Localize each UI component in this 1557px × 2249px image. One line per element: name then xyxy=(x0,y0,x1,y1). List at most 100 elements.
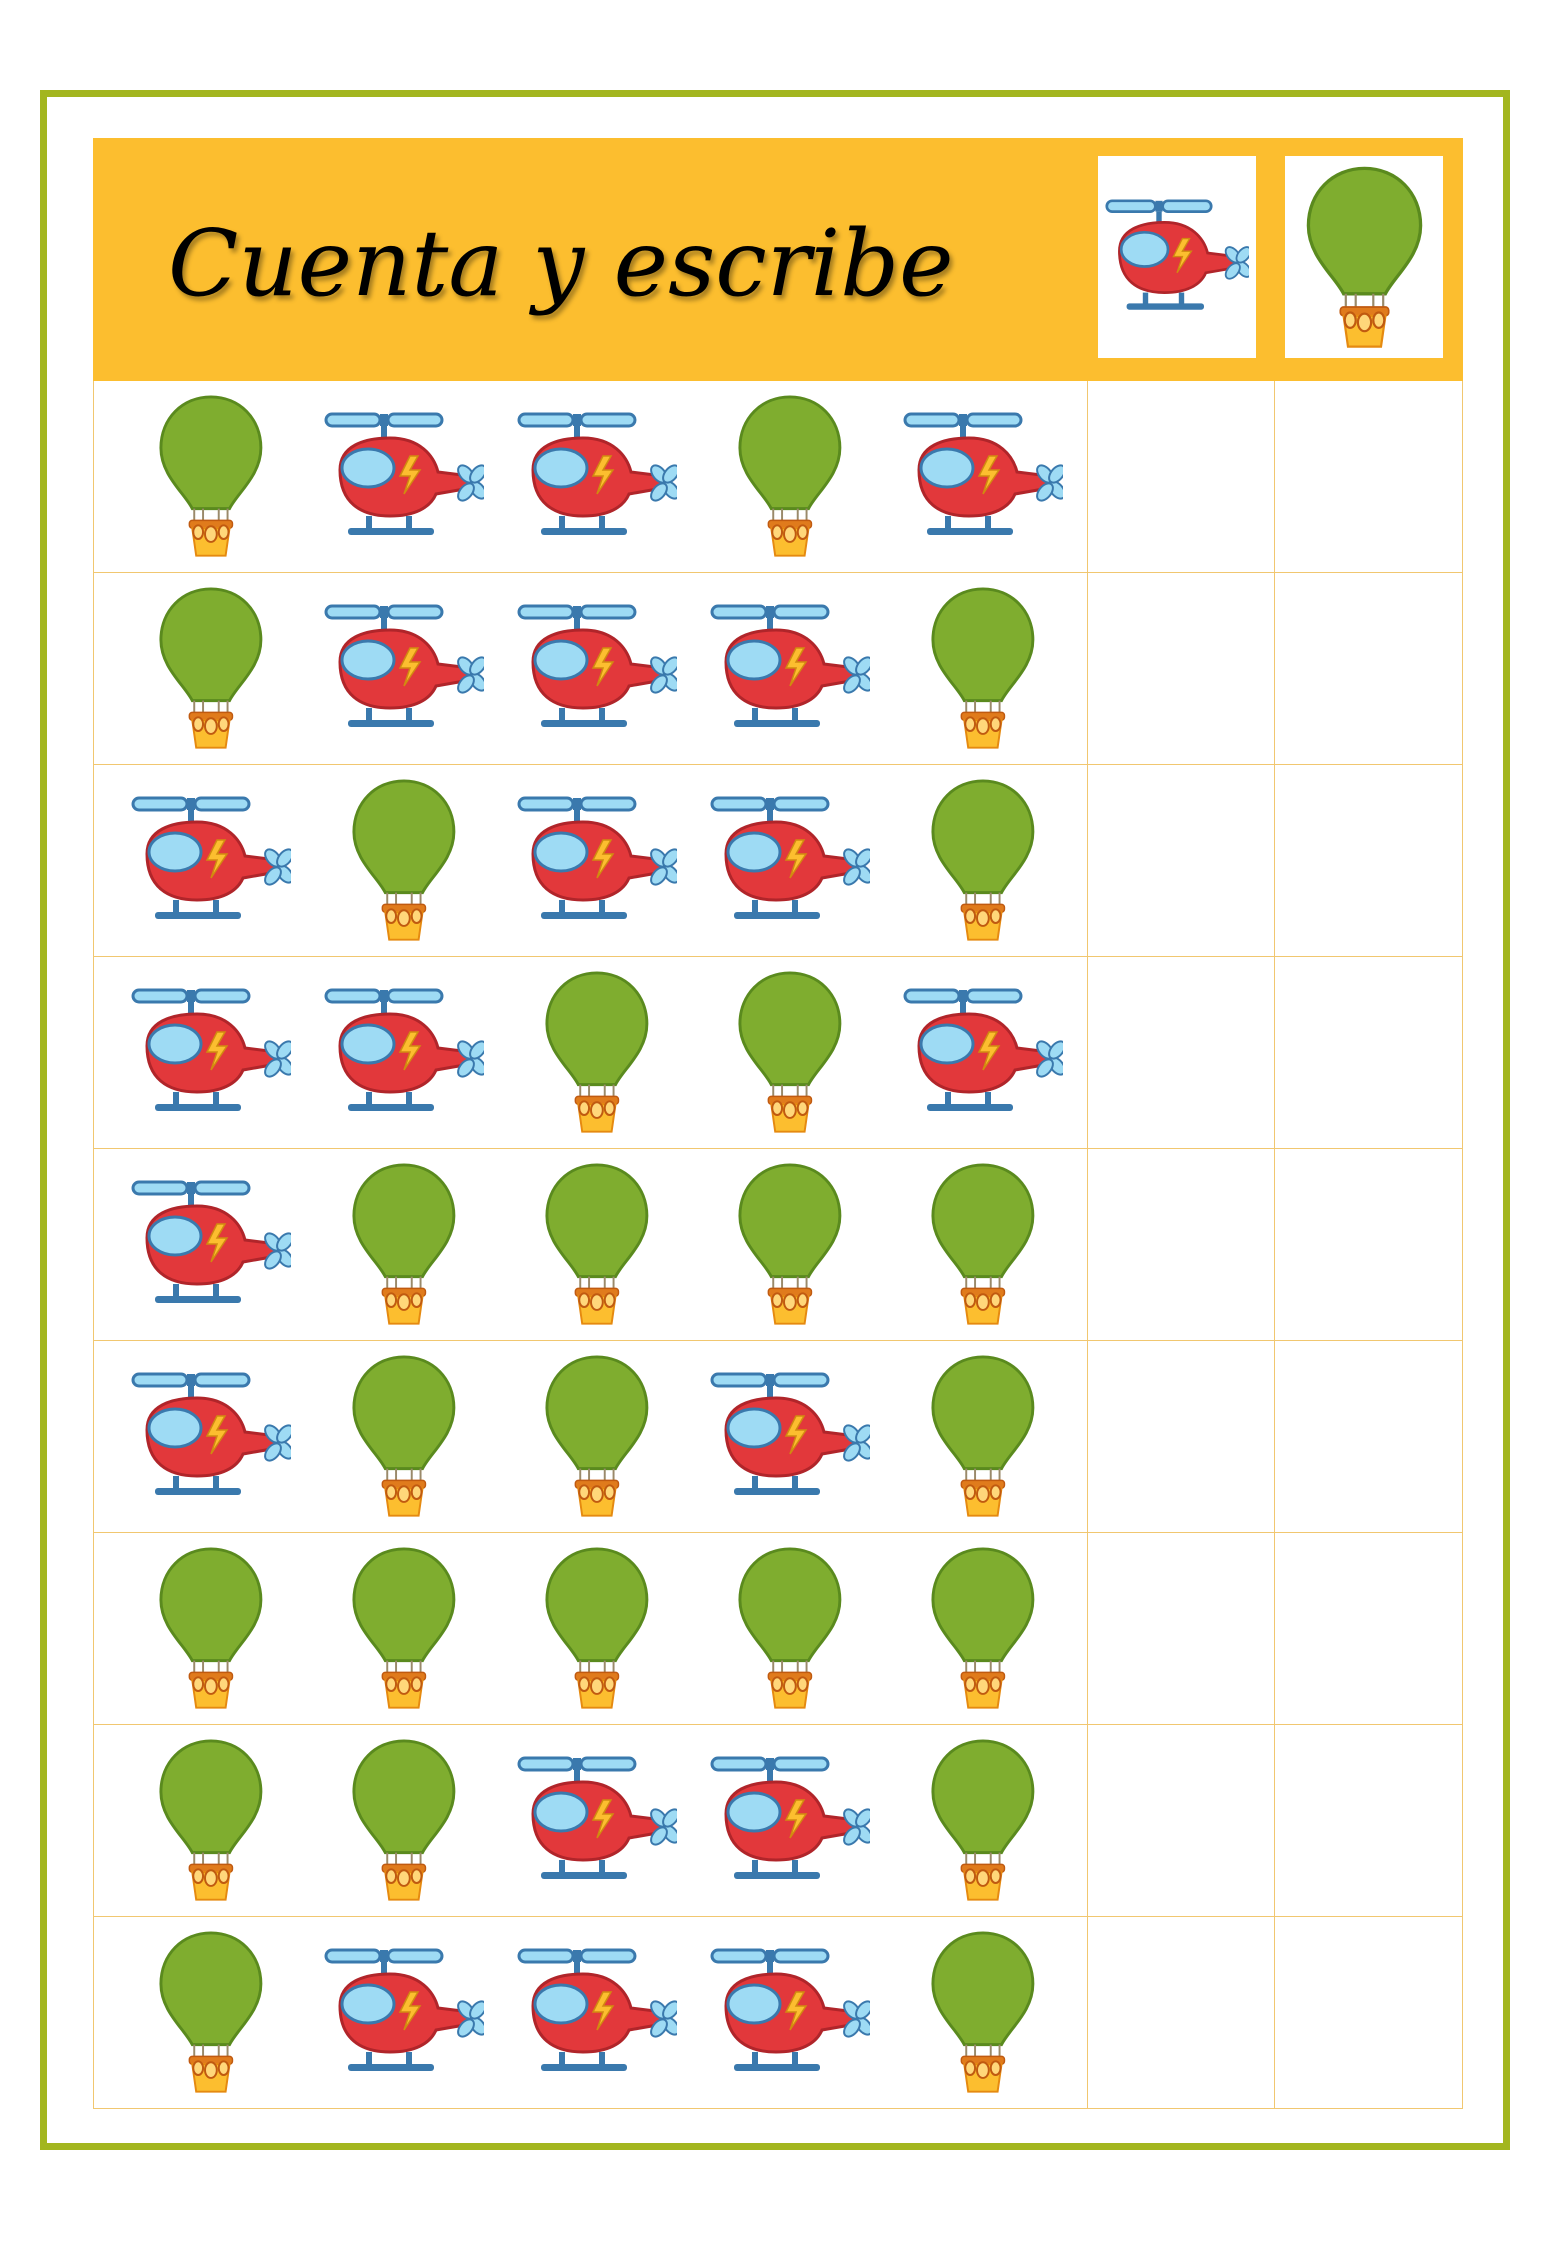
helicopter-cell xyxy=(115,765,307,955)
hot-air-balloon-icon xyxy=(738,971,842,1133)
hot-air-balloon-icon xyxy=(738,1163,842,1325)
answer-box-balloon[interactable] xyxy=(1274,1725,1461,1916)
balloon-cell xyxy=(887,765,1079,955)
helicopter-icon xyxy=(517,604,677,727)
hot-air-balloon-icon xyxy=(352,1355,456,1517)
helicopter-icon xyxy=(1105,199,1249,311)
balloon-cell xyxy=(115,1725,307,1915)
answer-box-balloon[interactable] xyxy=(1274,573,1461,764)
helicopter-icon xyxy=(324,412,484,535)
answer-box-balloon[interactable] xyxy=(1274,1917,1461,2109)
answer-box-helicopter[interactable] xyxy=(1087,573,1274,764)
hot-air-balloon-icon xyxy=(159,587,263,749)
helicopter-icon xyxy=(131,796,291,919)
balloon-cell xyxy=(887,1341,1079,1531)
answer-box-helicopter[interactable] xyxy=(1087,1149,1274,1340)
hot-air-balloon-icon xyxy=(931,1547,1035,1709)
helicopter-cell xyxy=(115,957,307,1147)
helicopter-cell xyxy=(308,381,500,571)
balloon-cell xyxy=(115,381,307,571)
answer-box-balloon[interactable] xyxy=(1274,957,1461,1148)
hot-air-balloon-icon xyxy=(545,1163,649,1325)
helicopter-icon xyxy=(517,1756,677,1879)
balloon-cell xyxy=(308,1533,500,1723)
balloon-cell xyxy=(501,957,693,1147)
answer-box-balloon[interactable] xyxy=(1274,765,1461,956)
helicopter-icon xyxy=(517,1948,677,2071)
answer-box-helicopter[interactable] xyxy=(1087,1533,1274,1724)
hot-air-balloon-icon xyxy=(159,1931,263,2093)
answer-box-helicopter[interactable] xyxy=(1087,1341,1274,1532)
helicopter-icon xyxy=(131,1180,291,1303)
helicopter-icon xyxy=(710,796,870,919)
balloon-cell xyxy=(887,1149,1079,1339)
hot-air-balloon-icon xyxy=(1306,166,1422,348)
helicopter-icon xyxy=(710,1948,870,2071)
hot-air-balloon-icon xyxy=(931,587,1035,749)
balloon-cell xyxy=(694,1533,886,1723)
hot-air-balloon-icon xyxy=(159,395,263,557)
answer-box-balloon[interactable] xyxy=(1274,1341,1461,1532)
hot-air-balloon-icon xyxy=(931,779,1035,941)
grid-row xyxy=(94,1917,1462,2109)
answer-box-helicopter[interactable] xyxy=(1087,765,1274,956)
answer-box-helicopter[interactable] xyxy=(1087,957,1274,1148)
helicopter-cell xyxy=(694,1917,886,2107)
balloon-cell xyxy=(115,1917,307,2107)
balloon-cell xyxy=(694,381,886,571)
helicopter-icon xyxy=(517,796,677,919)
hot-air-balloon-icon xyxy=(931,1931,1035,2093)
hot-air-balloon-icon xyxy=(352,1739,456,1901)
helicopter-cell xyxy=(501,1725,693,1915)
balloon-cell xyxy=(308,765,500,955)
balloon-cell xyxy=(115,573,307,763)
helicopter-icon xyxy=(131,1372,291,1495)
grid-row xyxy=(94,381,1462,573)
hot-air-balloon-icon xyxy=(931,1739,1035,1901)
grid-row xyxy=(94,957,1462,1149)
answer-box-helicopter[interactable] xyxy=(1087,1725,1274,1916)
counting-grid xyxy=(93,381,1463,2109)
grid-row xyxy=(94,1725,1462,1917)
helicopter-icon xyxy=(324,988,484,1111)
balloon-cell xyxy=(887,573,1079,763)
hot-air-balloon-icon xyxy=(738,395,842,557)
balloon-cell xyxy=(308,1341,500,1531)
helicopter-cell xyxy=(501,381,693,571)
helicopter-icon xyxy=(903,988,1063,1111)
hot-air-balloon-icon xyxy=(159,1739,263,1901)
header-banner: Cuenta y escribe xyxy=(93,138,1463,381)
answer-box-helicopter[interactable] xyxy=(1087,1917,1274,2109)
balloon-cell xyxy=(694,957,886,1147)
balloon-cell xyxy=(887,1533,1079,1723)
legend-helicopter xyxy=(1098,156,1256,358)
helicopter-cell xyxy=(501,573,693,763)
helicopter-icon xyxy=(710,604,870,727)
balloon-cell xyxy=(115,1533,307,1723)
grid-row xyxy=(94,1533,1462,1725)
helicopter-cell xyxy=(501,1917,693,2107)
helicopter-cell xyxy=(308,957,500,1147)
answer-box-helicopter[interactable] xyxy=(1087,381,1274,572)
helicopter-cell xyxy=(694,1341,886,1531)
answer-box-balloon[interactable] xyxy=(1274,1149,1461,1340)
answer-box-balloon[interactable] xyxy=(1274,1533,1461,1724)
helicopter-icon xyxy=(710,1756,870,1879)
balloon-cell xyxy=(501,1341,693,1531)
balloon-cell xyxy=(308,1149,500,1339)
balloon-cell xyxy=(308,1725,500,1915)
hot-air-balloon-icon xyxy=(352,1547,456,1709)
helicopter-icon xyxy=(131,988,291,1111)
helicopter-icon xyxy=(710,1372,870,1495)
hot-air-balloon-icon xyxy=(545,1547,649,1709)
hot-air-balloon-icon xyxy=(931,1163,1035,1325)
hot-air-balloon-icon xyxy=(738,1547,842,1709)
balloon-cell xyxy=(887,1917,1079,2107)
helicopter-cell xyxy=(694,765,886,955)
grid-row xyxy=(94,573,1462,765)
helicopter-cell xyxy=(308,1917,500,2107)
hot-air-balloon-icon xyxy=(352,779,456,941)
answer-box-balloon[interactable] xyxy=(1274,381,1461,572)
balloon-cell xyxy=(694,1149,886,1339)
helicopter-cell xyxy=(694,1725,886,1915)
